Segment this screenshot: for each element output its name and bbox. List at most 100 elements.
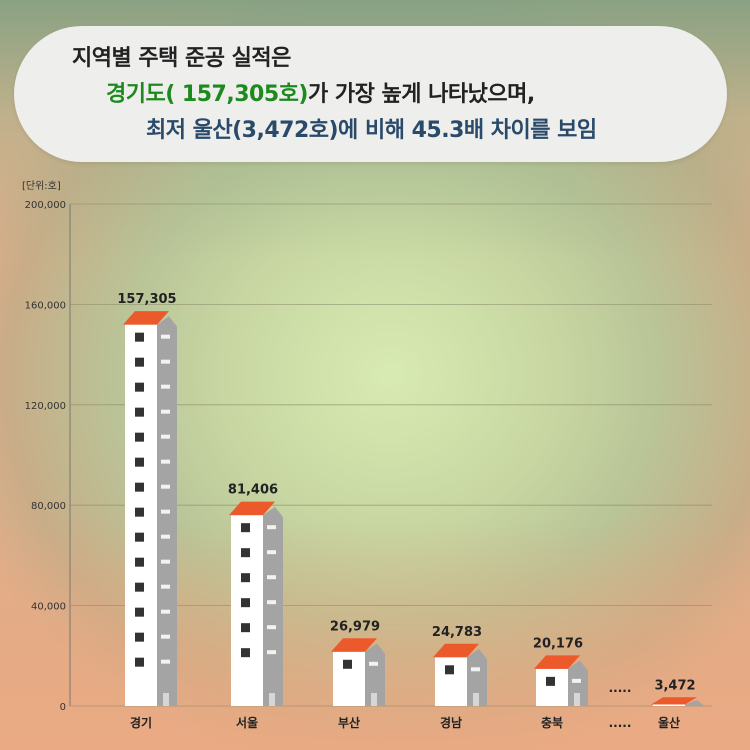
bar-window	[135, 407, 144, 417]
value-label: 3,472	[654, 678, 695, 693]
y-tick-label: 80,000	[31, 501, 66, 512]
bar-side-window	[471, 667, 480, 672]
bar-side-window	[161, 634, 170, 639]
bar-side-wall	[685, 700, 705, 707]
ellipsis-marker: .....	[609, 681, 632, 695]
bar-building	[534, 655, 588, 706]
value-label: 81,406	[228, 483, 278, 498]
bars	[123, 311, 705, 707]
category-label: 경남	[440, 715, 462, 730]
y-axis-ticks: 0 40,000 80,000 120,000 160,000 200,000	[25, 200, 66, 713]
headline-line-2-rest: 가 가장 높게 나타났으며,	[307, 82, 535, 107]
bar-window	[135, 657, 144, 667]
bar-building	[651, 697, 705, 707]
bar-door	[371, 693, 377, 706]
bar-front-wall	[231, 515, 263, 706]
bar-roof	[534, 655, 580, 669]
bar-building	[229, 501, 283, 706]
bar-side-window	[161, 409, 170, 414]
bar-building	[433, 643, 487, 706]
bar-side-window	[161, 609, 170, 614]
bar-window	[135, 357, 144, 367]
bar-window	[135, 482, 144, 492]
bar-building	[331, 638, 385, 706]
headline-highlight: 경기도( 157,305호)	[106, 82, 308, 107]
value-label: 26,979	[330, 619, 380, 634]
y-tick-label: 160,000	[25, 300, 66, 311]
bar-side-window	[572, 678, 581, 683]
category-labels: 경기 서울 부산 경남 충북 울산..........	[130, 681, 680, 730]
category-label: 서울	[236, 715, 258, 730]
bar-side-window	[267, 550, 276, 555]
bar-window	[135, 632, 144, 642]
value-label: 157,305	[117, 292, 176, 307]
value-labels: 157,305 81,406 26,979 24,783 20,176 3,472	[117, 292, 695, 693]
headline-line-3: 최저 울산(3,472호)에 비해 45.3배 차이를 보임	[146, 118, 597, 143]
y-tick-label: 200,000	[25, 200, 66, 211]
bar-side-window	[369, 661, 378, 666]
bar-side-window	[161, 434, 170, 439]
bar-side-window	[161, 534, 170, 539]
bar-side-window	[161, 659, 170, 664]
bar-side-wall	[467, 649, 487, 706]
headline-line-2: 경기도( 157,305호)가 가장 높게 나타났으며,	[106, 76, 535, 108]
bar-building	[123, 311, 177, 706]
bar-door	[163, 693, 169, 706]
bar-side-window	[161, 459, 170, 464]
bar-window	[241, 523, 250, 533]
bar-door	[473, 693, 479, 706]
bar-side-wall	[263, 506, 283, 706]
bar-side-window	[267, 525, 276, 530]
y-tick-label: 120,000	[25, 401, 66, 412]
bar-window	[135, 582, 144, 592]
bar-roof	[123, 311, 169, 325]
unit-label: [단위:호]	[22, 181, 61, 192]
bar-door	[574, 693, 580, 706]
bar-side-window	[161, 584, 170, 589]
bar-window	[241, 623, 250, 633]
bar-window	[135, 457, 144, 467]
bar-roof	[433, 643, 479, 658]
bar-roof	[229, 501, 275, 516]
bar-window	[241, 573, 250, 583]
bar-side-window	[267, 600, 276, 605]
bar-front-wall	[653, 704, 685, 706]
bar-window	[241, 648, 250, 658]
bar-window	[135, 507, 144, 517]
bar-side-window	[161, 509, 170, 514]
bar-window	[241, 548, 250, 558]
category-label: 부산	[338, 715, 360, 730]
bar-front-wall	[435, 657, 467, 706]
headline-line-1: 지역별 주택 준공 실적은	[72, 46, 291, 71]
bar-window	[135, 332, 144, 342]
category-label: 경기	[130, 715, 152, 730]
bar-window	[546, 676, 555, 686]
bar-window	[445, 665, 454, 675]
bar-side-wall	[568, 660, 588, 706]
y-tick-label: 0	[60, 702, 66, 713]
bar-roof	[331, 638, 377, 652]
bar-window	[343, 659, 352, 669]
ellipsis-marker: .....	[609, 716, 632, 730]
bar-side-window	[161, 484, 170, 489]
bar-window	[241, 598, 250, 608]
bar-roof	[651, 697, 697, 705]
bar-door	[269, 693, 275, 706]
bar-side-window	[267, 650, 276, 655]
bar-side-window	[267, 575, 276, 580]
bar-side-window	[161, 559, 170, 564]
bar-side-window	[161, 359, 170, 364]
category-label: 울산	[658, 715, 680, 730]
value-label: 20,176	[533, 636, 583, 651]
bar-side-window	[161, 334, 170, 339]
bar-front-wall	[536, 668, 568, 706]
bar-side-window	[161, 384, 170, 389]
value-label: 24,783	[432, 625, 482, 640]
bar-window	[135, 607, 144, 617]
category-label: 충북	[541, 715, 563, 730]
bar-window	[135, 432, 144, 442]
bar-window	[135, 532, 144, 542]
bar-side-wall	[365, 643, 385, 706]
y-tick-label: 40,000	[31, 602, 66, 613]
